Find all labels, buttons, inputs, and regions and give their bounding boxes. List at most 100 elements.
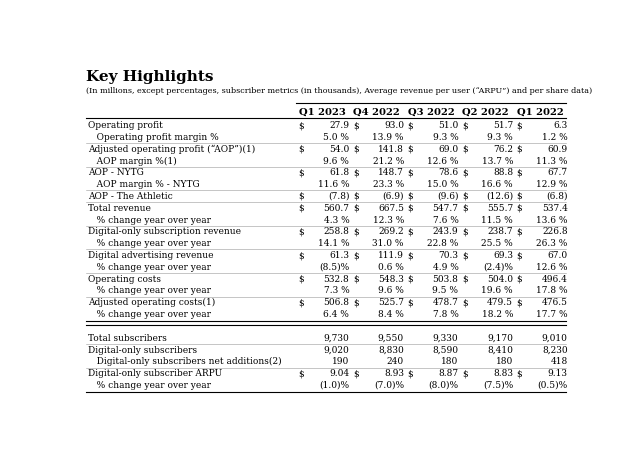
Text: 506.8: 506.8 xyxy=(323,298,349,307)
Text: 93.0: 93.0 xyxy=(384,121,404,130)
Text: (1.0)%: (1.0)% xyxy=(319,381,349,390)
Text: 11.3 %: 11.3 % xyxy=(536,157,568,166)
Text: (7.8): (7.8) xyxy=(328,192,349,201)
Text: 547.7: 547.7 xyxy=(433,204,458,213)
Text: 418: 418 xyxy=(550,358,568,366)
Text: $: $ xyxy=(462,168,468,177)
Text: AOP margin %(1): AOP margin %(1) xyxy=(88,157,177,166)
Text: (7.5)%: (7.5)% xyxy=(483,381,513,390)
Text: 11.5 %: 11.5 % xyxy=(481,216,513,225)
Text: 9,010: 9,010 xyxy=(541,334,568,343)
Text: 17.8 %: 17.8 % xyxy=(536,286,568,295)
Text: $: $ xyxy=(353,145,358,154)
Text: $: $ xyxy=(298,192,304,201)
Text: 67.7: 67.7 xyxy=(547,168,568,177)
Text: $: $ xyxy=(298,275,304,284)
Text: 88.8: 88.8 xyxy=(493,168,513,177)
Text: 18.2 %: 18.2 % xyxy=(481,310,513,319)
Text: 5.0 %: 5.0 % xyxy=(323,133,349,142)
Text: Digital-only subscription revenue: Digital-only subscription revenue xyxy=(88,227,241,236)
Text: 4.3 %: 4.3 % xyxy=(324,216,349,225)
Text: (2.4)%: (2.4)% xyxy=(483,263,513,272)
Text: 67.0: 67.0 xyxy=(547,251,568,260)
Text: 54.0: 54.0 xyxy=(329,145,349,154)
Text: 240: 240 xyxy=(387,358,404,366)
Text: $: $ xyxy=(353,251,358,260)
Text: 9,730: 9,730 xyxy=(324,334,349,343)
Text: 525.7: 525.7 xyxy=(378,298,404,307)
Text: $: $ xyxy=(408,227,413,236)
Text: 8,590: 8,590 xyxy=(433,345,458,354)
Text: 560.7: 560.7 xyxy=(323,204,349,213)
Text: 9.13: 9.13 xyxy=(548,369,568,378)
Text: Q3 2022: Q3 2022 xyxy=(408,108,454,117)
Text: $: $ xyxy=(516,369,522,378)
Text: $: $ xyxy=(298,298,304,307)
Text: 21.2 %: 21.2 % xyxy=(372,157,404,166)
Text: 11.6 %: 11.6 % xyxy=(317,180,349,189)
Text: (6.8): (6.8) xyxy=(546,192,568,201)
Text: Adjusted operating costs(1): Adjusted operating costs(1) xyxy=(88,298,215,307)
Text: $: $ xyxy=(462,145,468,154)
Text: 12.9 %: 12.9 % xyxy=(536,180,568,189)
Text: Digital-only subscribers net additions(2): Digital-only subscribers net additions(2… xyxy=(88,358,282,366)
Text: $: $ xyxy=(462,192,468,201)
Text: % change year over year: % change year over year xyxy=(88,239,211,248)
Text: $: $ xyxy=(462,369,468,378)
Text: Digital advertising revenue: Digital advertising revenue xyxy=(88,251,213,260)
Text: $: $ xyxy=(462,227,468,236)
Text: 8,830: 8,830 xyxy=(378,345,404,354)
Text: 504.0: 504.0 xyxy=(487,275,513,284)
Text: $: $ xyxy=(516,192,522,201)
Text: $: $ xyxy=(408,145,413,154)
Text: % change year over year: % change year over year xyxy=(88,381,211,390)
Text: $: $ xyxy=(462,121,468,130)
Text: 7.6 %: 7.6 % xyxy=(433,216,458,225)
Text: (8.0)%: (8.0)% xyxy=(428,381,458,390)
Text: 478.7: 478.7 xyxy=(433,298,458,307)
Text: Q1 2023: Q1 2023 xyxy=(299,108,346,117)
Text: $: $ xyxy=(516,227,522,236)
Text: Q1 2022: Q1 2022 xyxy=(517,108,564,117)
Text: $: $ xyxy=(516,275,522,284)
Text: 9.5 %: 9.5 % xyxy=(433,286,458,295)
Text: Operating profit margin %: Operating profit margin % xyxy=(88,133,219,142)
Text: % change year over year: % change year over year xyxy=(88,263,211,272)
Text: 22.8 %: 22.8 % xyxy=(427,239,458,248)
Text: (In millions, except percentages, subscriber metrics (in thousands), Average rev: (In millions, except percentages, subscr… xyxy=(86,87,592,95)
Text: $: $ xyxy=(353,204,358,213)
Text: AOP - The Athletic: AOP - The Athletic xyxy=(88,192,173,201)
Text: 269.2: 269.2 xyxy=(378,227,404,236)
Text: 258.8: 258.8 xyxy=(323,227,349,236)
Text: 141.8: 141.8 xyxy=(378,145,404,154)
Text: $: $ xyxy=(408,369,413,378)
Text: (12.6): (12.6) xyxy=(486,192,513,201)
Text: $: $ xyxy=(462,275,468,284)
Text: $: $ xyxy=(516,145,522,154)
Text: 537.4: 537.4 xyxy=(541,204,568,213)
Text: 9,020: 9,020 xyxy=(324,345,349,354)
Text: 503.8: 503.8 xyxy=(433,275,458,284)
Text: 16.6 %: 16.6 % xyxy=(481,180,513,189)
Text: 148.7: 148.7 xyxy=(378,168,404,177)
Text: 0.6 %: 0.6 % xyxy=(378,263,404,272)
Text: 479.5: 479.5 xyxy=(487,298,513,307)
Text: $: $ xyxy=(353,298,358,307)
Text: Operating profit: Operating profit xyxy=(88,121,163,130)
Text: 8.93: 8.93 xyxy=(384,369,404,378)
Text: 9.6 %: 9.6 % xyxy=(323,157,349,166)
Text: $: $ xyxy=(516,251,522,260)
Text: % change year over year: % change year over year xyxy=(88,310,211,319)
Text: 180: 180 xyxy=(441,358,458,366)
Text: Digital-only subscribers: Digital-only subscribers xyxy=(88,345,197,354)
Text: Digital-only subscriber ARPU: Digital-only subscriber ARPU xyxy=(88,369,222,378)
Text: 667.5: 667.5 xyxy=(378,204,404,213)
Text: 70.3: 70.3 xyxy=(438,251,458,260)
Text: $: $ xyxy=(298,121,304,130)
Text: 69.3: 69.3 xyxy=(493,251,513,260)
Text: 8.83: 8.83 xyxy=(493,369,513,378)
Text: 60.9: 60.9 xyxy=(547,145,568,154)
Text: Key Highlights: Key Highlights xyxy=(86,70,214,84)
Text: 26.3 %: 26.3 % xyxy=(536,239,568,248)
Text: 51.0: 51.0 xyxy=(438,121,458,130)
